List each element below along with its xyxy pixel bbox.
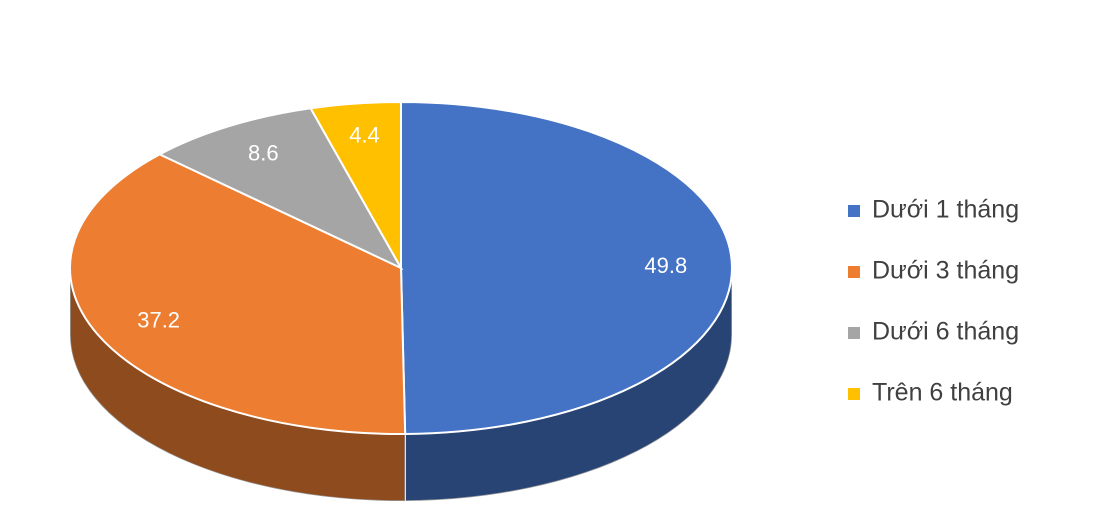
- pie-slice: [400, 100, 733, 435]
- legend-swatch: [848, 205, 860, 217]
- pie-side-shade: [70, 268, 406, 502]
- pie-slice: [309, 100, 402, 272]
- data-label: 37.2: [137, 307, 180, 332]
- legend-swatch: [848, 327, 860, 339]
- pie-slice: [157, 107, 404, 271]
- data-label: 8.6: [248, 140, 279, 165]
- data-label: 49.8: [644, 253, 687, 278]
- legend-label: Trên 6 tháng: [872, 379, 1013, 407]
- legend-label: Dưới 1 tháng: [872, 196, 1019, 224]
- legend-label: Dưới 3 tháng: [872, 257, 1019, 285]
- legend: Dưới 1 tháng Dưới 3 tháng Dưới 6 tháng Trên…: [848, 196, 1019, 407]
- legend-label: Dưới 6 tháng: [872, 318, 1019, 346]
- pie-side-shade: [405, 268, 732, 501]
- legend-swatch: [848, 266, 860, 278]
- data-label: 4.4: [349, 122, 380, 147]
- legend-swatch: [848, 388, 860, 400]
- pie-slice: [69, 153, 407, 435]
